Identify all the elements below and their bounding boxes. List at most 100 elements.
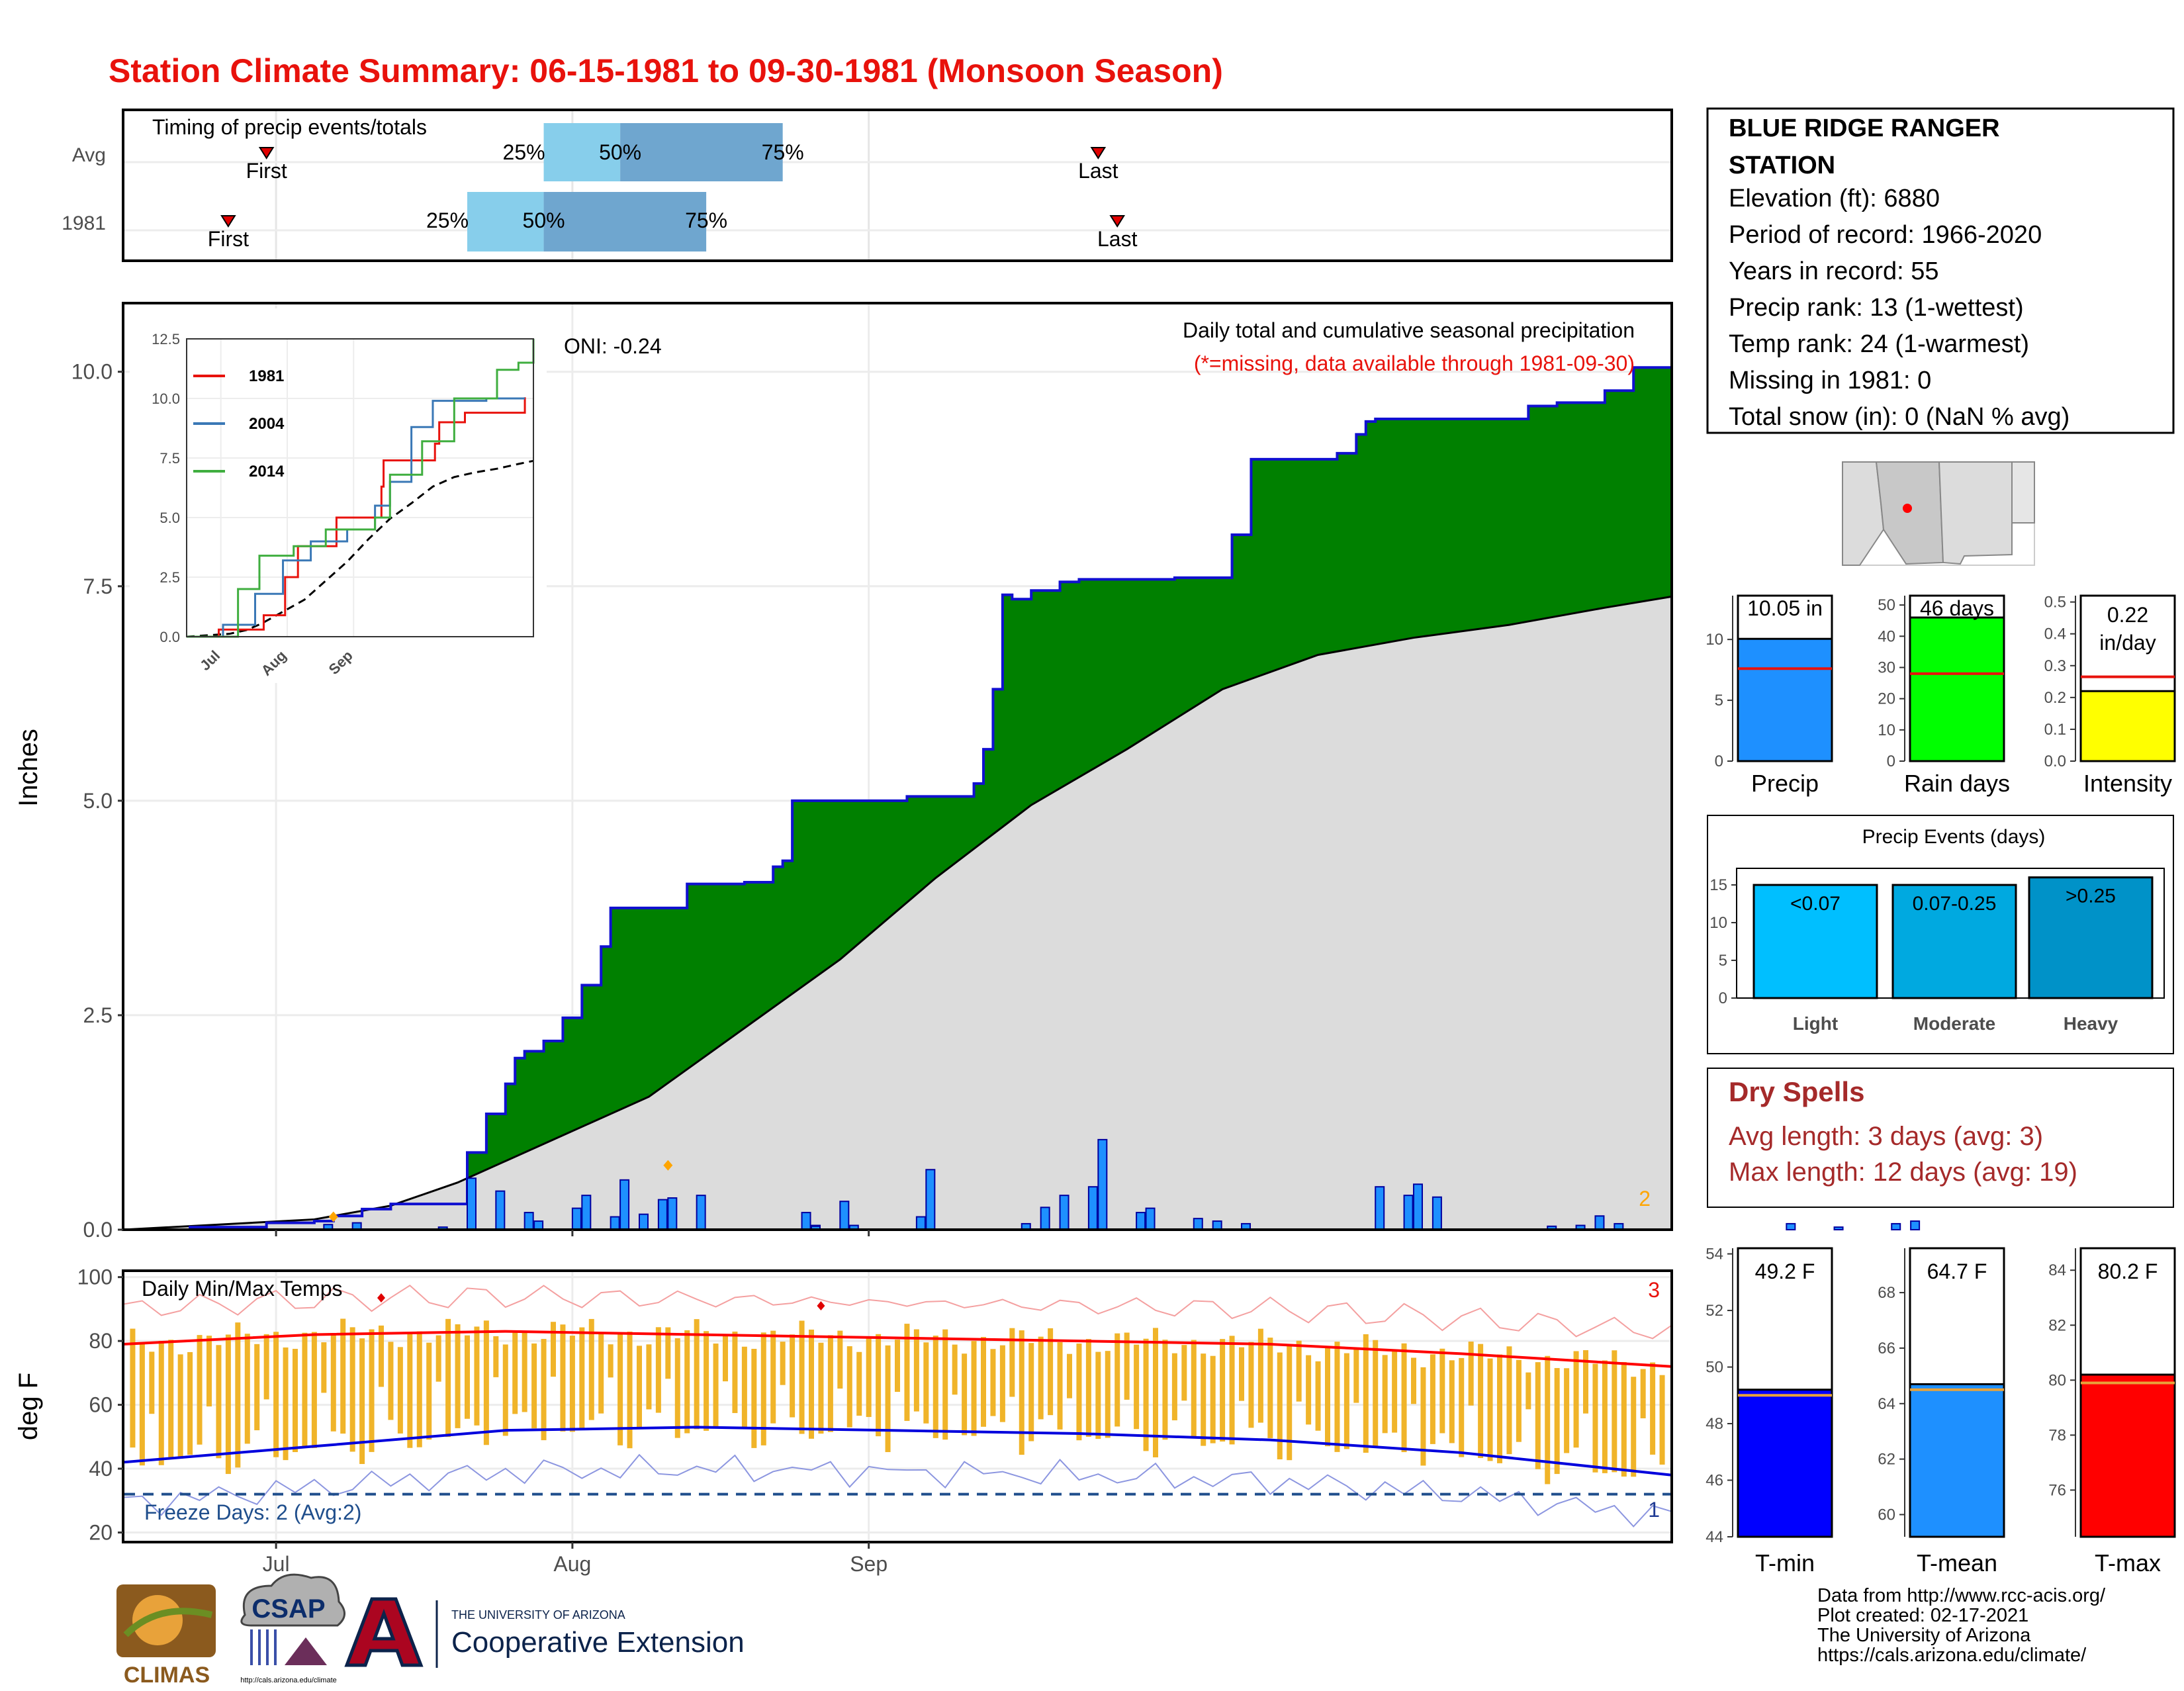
station-elevation: Elevation (ft): 6880: [1729, 185, 1940, 212]
temp-bar-ytick-label-0-4: 52: [1706, 1302, 1723, 1320]
missing-note: (*=missing, data available through 1981-…: [1194, 351, 1635, 375]
timing-label-q50-0: 50%: [599, 140, 641, 164]
page-title: Station Climate Summary: 06-15-1981 to 0…: [109, 52, 1223, 89]
daily-temp-bar-73: [818, 1342, 824, 1434]
inset-frame: [186, 338, 534, 637]
daily-temp-bar-101: [1085, 1339, 1091, 1437]
station-temp-rank: Temp rank: 24 (1-warmest): [1729, 330, 2029, 358]
last-label-0: Last: [1078, 159, 1118, 183]
daily-temp-bar-77: [856, 1351, 862, 1416]
daily-precip-bar-14: [696, 1195, 706, 1231]
daily-temp-bar-23: [340, 1318, 346, 1434]
daily-precip-bar-25: [1087, 1186, 1098, 1230]
daily-temp-bar-11: [225, 1334, 231, 1475]
daily-precip-bar-12: [657, 1199, 668, 1231]
daily-temp-bar-110: [1171, 1353, 1177, 1421]
timing-bar-q50-q75-1: [543, 192, 707, 251]
footer: Data from http://www.rcc-acis.org/ Plot …: [1817, 1585, 2106, 1666]
temp-bar-ytick-label-2-3: 82: [2048, 1316, 2066, 1334]
temp-bar-ytick-label-1-3: 66: [1878, 1340, 1895, 1357]
daily-temp-bar-152: [1573, 1351, 1579, 1448]
precip-events-title: Precip Events (days): [1862, 826, 2046, 848]
summary-ytick-label-1-0: 0: [1887, 753, 1895, 770]
summary-ytick-label-1-5: 50: [1878, 596, 1895, 614]
csap-logo: CSAP http://cals.arizona.edu/climate: [240, 1573, 345, 1684]
csap-wordmark: CSAP: [251, 1594, 325, 1623]
daily-temp-bar-58: [674, 1338, 680, 1438]
daily-temp-bar-123: [1296, 1340, 1302, 1402]
main-y-axis: 0.0 2.5 5.0 7.5 10.0: [71, 360, 870, 1242]
daily-temp-bar-67: [760, 1332, 766, 1445]
daily-temp-bar-29: [397, 1347, 403, 1434]
daily-temp-bar-74: [827, 1335, 833, 1432]
daily-temp-bar-57: [665, 1327, 671, 1379]
orange-marker-2: [663, 1160, 673, 1171]
summary-ytick-label-2-3: 0.3: [2044, 657, 2066, 675]
daily-temp-bar-10: [216, 1345, 222, 1459]
station-missing: Missing in 1981: 0: [1729, 367, 1931, 394]
daily-temp-bar-13: [244, 1334, 250, 1444]
climas-sun: [132, 1595, 183, 1645]
main-ytick-label-4: 10.0: [71, 360, 113, 384]
daily-precip-bar-21: [925, 1169, 936, 1231]
daily-temp-bar-76: [846, 1346, 852, 1428]
csap-mountain: [285, 1637, 327, 1665]
temp-xtick-label-1: Aug: [553, 1552, 591, 1576]
summary-ytick-label-0-0: 0: [1715, 753, 1723, 770]
timing-label-q50-1: 50%: [523, 208, 565, 232]
temp-bar-ytick-label-1-0: 60: [1878, 1506, 1895, 1524]
daily-precip-bar-32: [1375, 1186, 1385, 1230]
daily-temp-bar-102: [1095, 1351, 1101, 1440]
daily-precip-bar-28: [1145, 1207, 1156, 1231]
inset-ytick-0: 0.0: [159, 629, 180, 645]
avg-min-line: [122, 1426, 1672, 1477]
dry-spells-max: Max length: 12 days (avg: 19): [1729, 1158, 2077, 1187]
summary-value-0: 10.05 in: [1747, 596, 1823, 620]
station-years: Years in record: 55: [1729, 257, 1939, 285]
daily-temp-bar-30: [407, 1332, 413, 1448]
daily-temp-bar-99: [1067, 1353, 1072, 1398]
summary-label-2: Intensity: [2083, 770, 2172, 797]
daily-temp-bar-4: [158, 1340, 164, 1465]
ua-small-text: THE UNIVERSITY OF ARIZONA: [451, 1608, 625, 1622]
orange-marker-1: [328, 1211, 338, 1222]
daily-temp-bar-161: [1659, 1375, 1665, 1465]
daily-precip-bar-43: [1910, 1220, 1921, 1230]
temp-bar-ytick-label-0-5: 54: [1706, 1246, 1723, 1263]
inset-legend-label-1: 2004: [249, 415, 285, 433]
main-y-label: Inches: [14, 729, 43, 807]
first-marker-0: [258, 147, 275, 160]
daily-temp-bar-88: [962, 1353, 968, 1436]
daily-temp-bar-37: [474, 1326, 480, 1426]
daily-temp-bar-109: [1162, 1340, 1168, 1440]
daily-temp-bar-65: [741, 1346, 747, 1430]
daily-temp-bar-141: [1468, 1342, 1474, 1406]
daily-temp-bar-146: [1516, 1359, 1522, 1442]
main-ytick-label-1: 2.5: [83, 1003, 113, 1027]
temp-bar-ytick-label-1-1: 62: [1878, 1451, 1895, 1469]
main-ytick-label-2: 5.0: [83, 789, 113, 813]
daily-temp-bar-153: [1583, 1350, 1588, 1414]
footer-line-2: Plot created: 02-17-2021: [1817, 1605, 2028, 1626]
summary-bar-Rain days: [1909, 616, 2005, 762]
precip-events-chart: 0 5 10 15 <0.07 Light 0.07-0.25 Moderate >0.25 He…: [1709, 868, 2165, 1034]
precip-corner-count: 2: [1639, 1187, 1651, 1211]
summary-ytick-label-0-2: 10: [1706, 631, 1723, 649]
temp-summary-bars: 44 46 48 50 52 54 49.2 F T-min 60 62 64 66 68 64.7 F T…: [1706, 1246, 2176, 1577]
daily-temp-bar-12: [235, 1322, 241, 1468]
daily-temp-bar-6: [177, 1354, 183, 1459]
avg-max-line: [122, 1330, 1672, 1368]
daily-temp-bar-32: [426, 1342, 432, 1440]
temp-bar-ytick-label-2-0: 76: [2048, 1481, 2066, 1499]
daily-temp-bar-131: [1373, 1340, 1379, 1447]
temp-bar-value-2: 80.2 F: [2098, 1259, 2158, 1283]
daily-temp-bar-71: [799, 1320, 805, 1434]
daily-temp-bar-25: [359, 1338, 365, 1465]
timing-panel: Timing of precip events/totals Avg 1981 …: [62, 109, 1673, 262]
events-bin-label-1: 0.07-0.25: [1913, 893, 1997, 915]
summary-bar-Precip: [1737, 637, 1833, 762]
daily-temp-bar-61: [704, 1331, 709, 1431]
summary-ytick-label-1-1: 10: [1878, 721, 1895, 739]
summary-bar-Intensity: [2079, 690, 2176, 762]
record-high-marker-2: [817, 1301, 825, 1311]
